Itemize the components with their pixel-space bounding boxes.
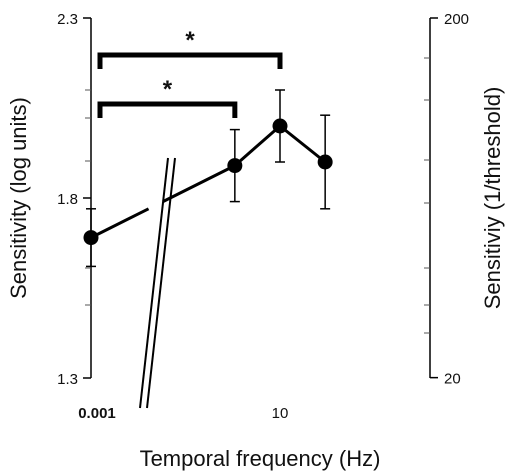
axis-break-marker [139, 157, 176, 409]
x-axis-label: Temporal frequency (Hz) [140, 446, 381, 471]
y2-tick-label: 20 [444, 371, 461, 388]
significance-star: * [163, 76, 173, 103]
series [83, 89, 333, 268]
series-line [90, 207, 150, 239]
data-point [227, 158, 243, 174]
series-line [233, 124, 281, 167]
x-ticks: 0.001 10 [78, 405, 288, 422]
data-point [272, 118, 288, 134]
y-axis-label: Sensitivity (log units) [6, 97, 31, 299]
x-tick-label: 0.001 [78, 405, 116, 422]
right-minor-ticks [424, 57, 430, 334]
significance-brackets: ** [97, 27, 283, 118]
data-point [317, 154, 333, 170]
series-line [162, 164, 236, 203]
significance-bracket [97, 52, 283, 69]
axes [90, 18, 431, 378]
significance-bracket [97, 101, 238, 118]
y-ticks-left: 1.3 1.8 2.3 [57, 11, 91, 388]
y2-tick-label: 200 [444, 11, 469, 28]
left-minor-ticks [85, 89, 91, 306]
y2-axis-label: Sensitiviy (1/threshold) [480, 87, 505, 310]
y-ticks-right: 20 200 [430, 11, 469, 388]
significance-star: * [185, 27, 195, 54]
y-tick-label: 2.3 [57, 11, 78, 28]
y-tick-label: 1.3 [57, 371, 78, 388]
y-tick-label: 1.8 [57, 191, 78, 208]
data-point [83, 230, 99, 246]
x-tick-label: 10 [272, 405, 289, 422]
series-line [279, 124, 327, 164]
